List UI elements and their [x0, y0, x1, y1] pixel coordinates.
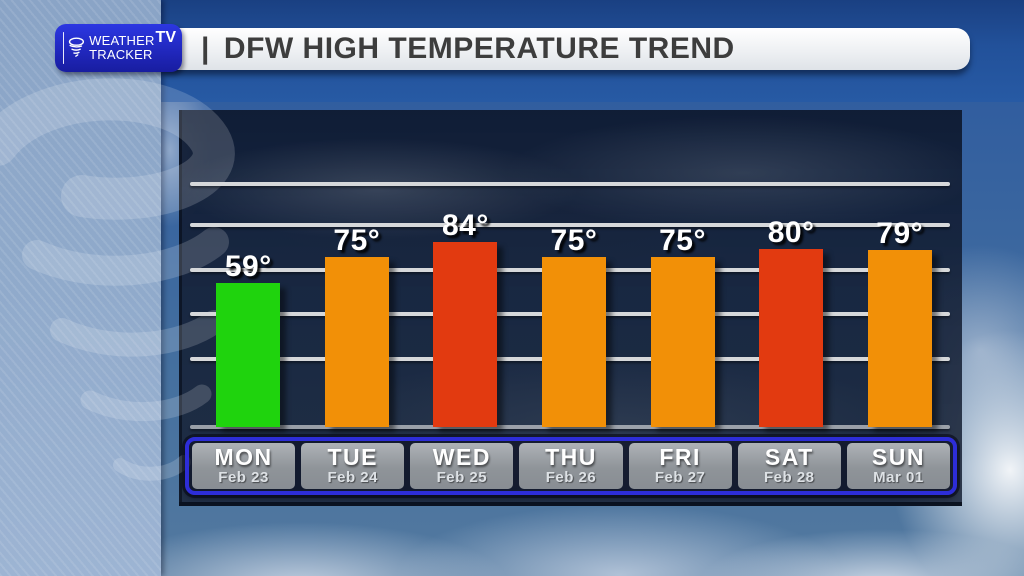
- logo-text: WEATHER TRACKER: [89, 34, 154, 61]
- temp-bar-wed: [433, 242, 498, 427]
- logo-divider-line: [63, 32, 65, 64]
- day-box-sun: SUN Mar 01: [846, 443, 950, 489]
- day-date: Feb 28: [764, 468, 815, 486]
- day-box-mon: MON Feb 23: [192, 443, 296, 489]
- temp-bar-sun: [867, 250, 932, 427]
- temp-bar-sat: [759, 249, 824, 427]
- day-date: Feb 27: [654, 468, 706, 486]
- logo-line1: WEATHER: [89, 33, 155, 49]
- day-box-tue: TUE Feb 24: [301, 443, 405, 489]
- temp-value-label: 75°: [550, 224, 598, 257]
- baseline-gridline: [190, 425, 950, 429]
- temp-value-label: 79°: [876, 217, 924, 250]
- day-name: SAT: [764, 444, 814, 471]
- header-divider: |: [201, 32, 210, 65]
- temp-value-label: 75°: [333, 224, 381, 257]
- temp-value-label: 84°: [441, 209, 489, 242]
- day-date: Mar 01: [873, 468, 924, 486]
- day-box-sat: SAT Feb 28: [737, 443, 841, 489]
- weather-tracker-logo: WEATHER TRACKER TV: [55, 24, 182, 72]
- day-name: WED: [432, 444, 491, 471]
- days-strip-inner: MON Feb 23 TUE Feb 24 WED Feb 25 THU Feb 26 FRI F…: [189, 441, 953, 491]
- temp-value-label: 80°: [767, 216, 815, 249]
- temp-bar-tue: [324, 257, 389, 427]
- day-date: Feb 24: [327, 468, 378, 486]
- temp-value-label: 75°: [659, 224, 706, 257]
- days-strip: MON Feb 23 TUE Feb 24 WED Feb 25 THU Feb 26 FRI F…: [185, 437, 957, 495]
- day-name: THU: [545, 444, 597, 471]
- tornado-watermark-icon: [0, 78, 235, 481]
- gridline: [190, 223, 950, 227]
- day-name: SUN: [871, 444, 925, 471]
- bar-cell-tue: 75°: [303, 110, 412, 427]
- tornado-icon: [69, 37, 85, 57]
- temp-bar-thu: [541, 257, 606, 427]
- temp-bar-fri: [650, 257, 715, 427]
- day-date: Feb 23: [218, 468, 269, 486]
- logo-line2: TRACKER: [89, 47, 153, 62]
- bar-cell-fri: 75°: [628, 110, 737, 427]
- day-date: Feb 25: [436, 468, 488, 486]
- day-date: Feb 26: [545, 468, 597, 486]
- day-box-wed: WED Feb 25: [410, 443, 514, 489]
- bar-cell-sat: 80°: [737, 110, 846, 427]
- gridline: [190, 182, 950, 186]
- temp-bar-mon: [216, 283, 281, 427]
- bar-cell-thu: 75°: [520, 110, 629, 427]
- bar-cell-wed: 84°: [411, 110, 520, 427]
- day-name: FRI: [659, 444, 701, 471]
- day-box-thu: THU Feb 26: [519, 443, 623, 489]
- page-title: DFW HIGH TEMPERATURE TREND: [223, 32, 735, 65]
- sidebar: [0, 0, 235, 576]
- tv-badge: TV: [155, 29, 176, 46]
- temp-value-label: 59°: [224, 250, 272, 283]
- bars-row: 59° 75° 84° 75° 75° 80° 79°: [194, 110, 954, 427]
- bar-cell-sun: 79°: [845, 110, 954, 427]
- header-bar: | DFW HIGH TEMPERATURE TREND: [161, 28, 970, 70]
- day-name: MON: [214, 444, 273, 471]
- day-box-fri: FRI Feb 27: [628, 443, 732, 489]
- day-name: TUE: [327, 444, 378, 471]
- bar-cell-mon: 59°: [194, 110, 303, 427]
- chart-panel: 59° 75° 84° 75° 75° 80° 79° MON Feb 23 TUE Feb 24…: [179, 110, 962, 506]
